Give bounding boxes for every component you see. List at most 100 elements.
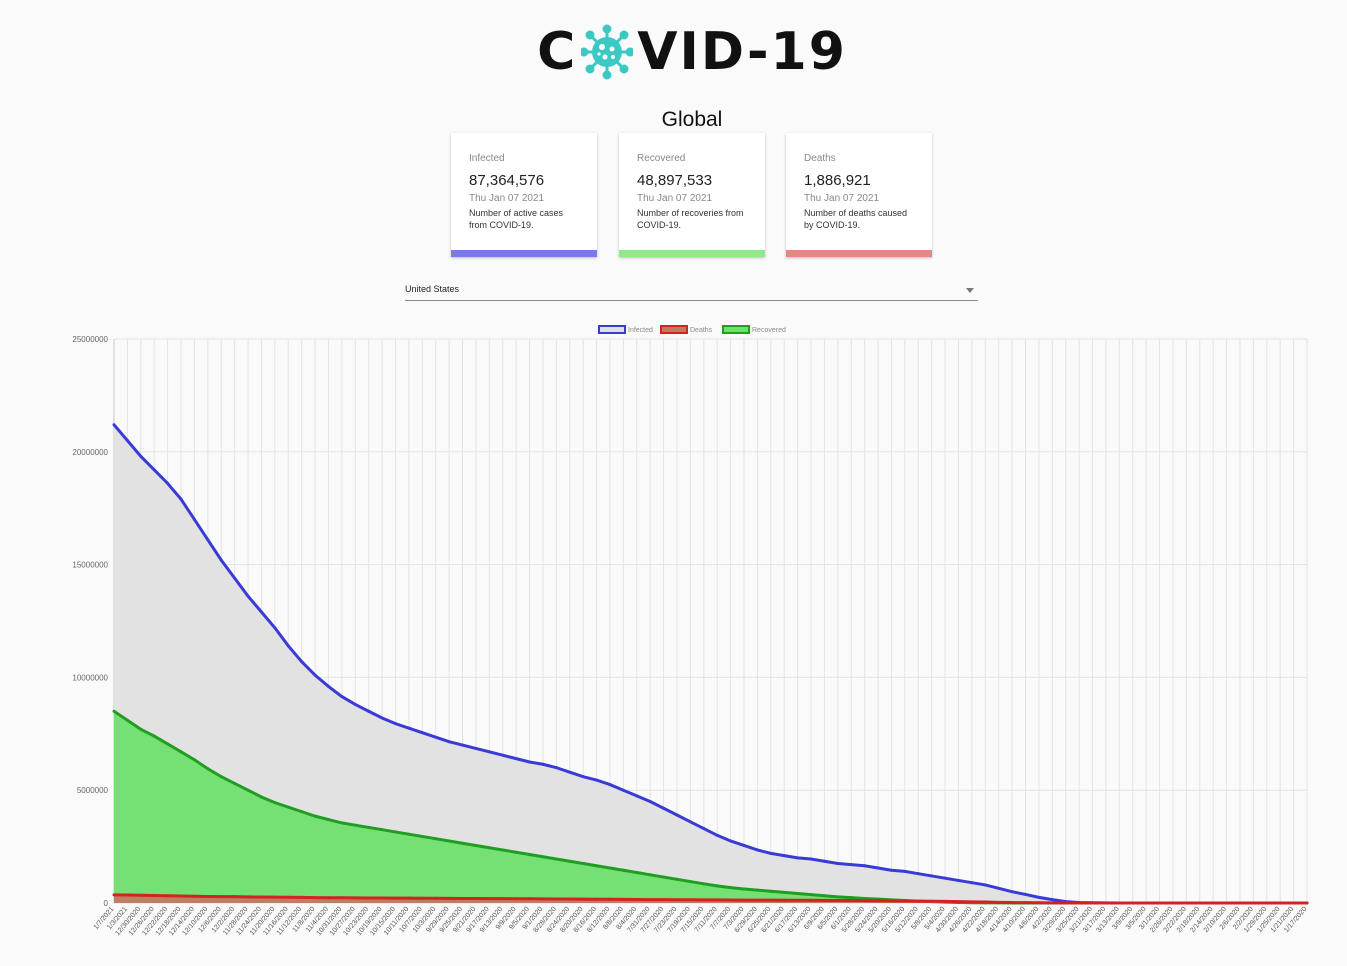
recovered-point [420,834,424,838]
deaths-point [192,894,196,898]
infected-point [822,859,826,863]
deaths-point [889,899,893,903]
infected-point [434,735,438,739]
deaths-point [353,896,357,900]
deaths-point [461,896,465,900]
deaths-point [621,897,625,901]
recovered-point [380,828,384,832]
infected-point [863,864,867,868]
deaths-point [447,896,451,900]
deaths-point [1104,901,1108,905]
deaths-point [1305,901,1309,905]
deaths-point [139,893,143,897]
deaths-point [380,896,384,900]
recovered-point [621,868,625,872]
deaths-point [997,900,1001,904]
infected-point [286,644,290,648]
country-select-value: United States [405,284,460,294]
deaths-point [648,898,652,902]
infected-point [273,626,277,630]
deaths-point [1158,901,1162,905]
country-select[interactable]: United States [405,284,978,301]
infected-point [1037,895,1041,899]
deaths-point [1050,901,1054,905]
deaths-point [715,898,719,902]
deaths-point [487,897,491,901]
deaths-point [662,898,666,902]
recovered-point [353,823,357,827]
infected-point [233,576,237,580]
deaths-point [930,899,934,903]
infected-point [782,854,786,858]
infected-point [916,872,920,876]
deaths-point [1278,901,1282,905]
infected-point [648,799,652,803]
infected-point [755,848,759,852]
recovered-point [447,839,451,843]
infected-point [313,673,317,677]
infected-point [447,740,451,744]
infected-point [420,731,424,735]
recovered-description: Number of recoveries from COVID-19. [637,208,744,230]
deaths-point [528,897,532,901]
deaths-point [863,899,867,903]
infected-point [675,813,679,817]
recovered-point [729,886,733,890]
recovered-value: 48,897,533 [637,172,713,189]
region-title: Global [661,108,723,131]
infected-point [474,746,478,750]
deaths-color-bar [786,250,932,257]
recovered-point [554,857,558,861]
deaths-point [1292,901,1296,905]
infected-point [930,874,934,878]
infected-point [139,454,143,458]
infected-point [300,660,304,664]
infected-point [528,760,532,764]
recovered-point [434,837,438,841]
y-tick-label: 0 [104,899,109,908]
deaths-point [755,898,759,902]
deaths-point [340,896,344,900]
y-tick-label: 15000000 [72,561,108,570]
infected-point [179,497,183,501]
recovered-point [273,801,277,805]
recovered-area [114,711,1307,903]
infected-point [246,594,250,598]
recovered-point [474,843,478,847]
recovered-point [742,887,746,891]
deaths-point [568,897,572,901]
deaths-point [702,898,706,902]
infected-point [152,468,156,472]
recovered-legend-swatch [722,325,750,334]
infected-point [353,702,357,706]
deaths-point [166,894,170,898]
deaths-point [1077,901,1081,905]
recovered-point [340,821,344,825]
infected-point [407,726,411,730]
recovered-point [300,810,304,814]
deaths-description: Number of deaths caused by COVID-19. [804,208,908,230]
deaths-point [849,899,853,903]
deaths-point [876,899,880,903]
infected-point [742,843,746,847]
deaths-point [1265,901,1269,905]
infected-legend-label: Infected [628,327,653,334]
recovered-date: Thu Jan 07 2021 [637,193,713,204]
deaths-point [233,895,237,899]
recovered-point [233,781,237,785]
deaths-point [246,895,250,899]
infected-point [1010,890,1014,894]
infected-label: Infected [469,153,505,164]
deaths-point [836,898,840,902]
deaths-point [125,893,129,897]
infected-point [1050,898,1054,902]
deaths-date: Thu Jan 07 2021 [804,193,880,204]
infected-area [114,424,1307,903]
infected-value: 87,364,576 [469,172,545,189]
infected-point [970,881,974,885]
infected-date: Thu Jan 07 2021 [469,193,545,204]
infected-point [340,695,344,699]
y-tick-label: 25000000 [72,335,108,344]
deaths-point [300,895,304,899]
deaths-point [326,896,330,900]
